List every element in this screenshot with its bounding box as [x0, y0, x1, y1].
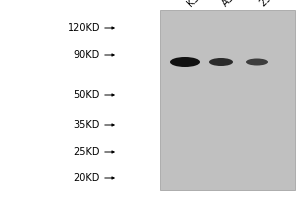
Text: 90KD: 90KD	[74, 50, 100, 60]
Bar	[160, 10, 295, 190]
Text: 35KD: 35KD	[74, 120, 100, 130]
Text: 20KD: 20KD	[74, 173, 100, 183]
Text: 120KD: 120KD	[68, 23, 100, 33]
Text: 25KD: 25KD	[74, 147, 100, 157]
Text: K562: K562	[185, 0, 210, 8]
Text: 293T: 293T	[258, 0, 282, 8]
Ellipse shape	[246, 58, 268, 66]
Ellipse shape	[209, 58, 233, 66]
Text: 50KD: 50KD	[74, 90, 100, 100]
Text: A549: A549	[220, 0, 245, 8]
Ellipse shape	[170, 57, 200, 67]
